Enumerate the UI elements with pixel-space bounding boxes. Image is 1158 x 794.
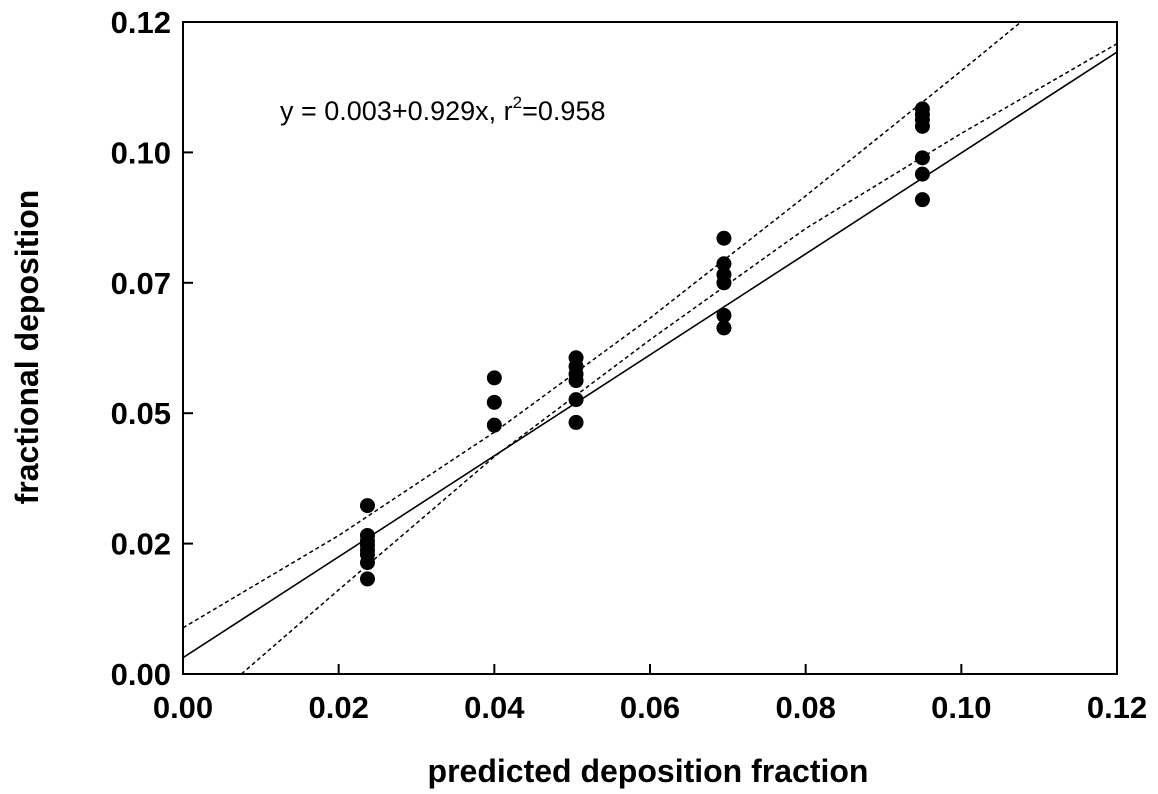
- y-axis-ticks: 0.00 0.02 0.05 0.07 0.10 0.12: [111, 5, 193, 692]
- y-tick-label: 0.10: [111, 135, 171, 170]
- x-tick-label: 0.12: [1087, 690, 1147, 725]
- y-tick-label: 0.05: [111, 396, 171, 431]
- data-point: [716, 256, 732, 272]
- equation-text: y = 0.003+0.929x, r: [280, 96, 513, 126]
- data-point: [914, 150, 930, 166]
- data-points: [359, 101, 930, 587]
- data-point: [716, 275, 732, 291]
- upper-confidence-line: [183, 22, 1023, 629]
- data-point: [359, 571, 375, 587]
- data-point: [359, 555, 375, 571]
- y-tick-label: 0.07: [111, 266, 171, 301]
- data-point: [568, 392, 584, 408]
- data-point: [568, 373, 584, 389]
- x-tick-label: 0.02: [308, 690, 368, 725]
- regression-equation: y = 0.003+0.929x, r2=0.958: [280, 93, 605, 126]
- regression-lines: [183, 22, 1117, 674]
- x-tick-label: 0.04: [464, 690, 525, 725]
- x-tick-label: 0.06: [620, 690, 680, 725]
- data-point: [716, 307, 732, 323]
- lower-confidence-line: [240, 43, 1117, 674]
- data-point: [716, 230, 732, 246]
- data-point: [359, 498, 375, 514]
- y-tick-label: 0.02: [111, 527, 171, 562]
- x-axis-title: predicted deposition fraction: [428, 753, 869, 789]
- data-point: [914, 118, 930, 134]
- fit-line: [183, 51, 1117, 659]
- x-tick-label: 0.00: [153, 690, 213, 725]
- x-axis-ticks: 0.00 0.02 0.04 0.06 0.08 0.10 0.12: [153, 664, 1147, 725]
- equation-superscript: 2: [513, 93, 522, 112]
- y-tick-label: 0.00: [111, 657, 171, 692]
- x-tick-label: 0.10: [931, 690, 991, 725]
- data-point: [486, 394, 502, 410]
- x-tick-label: 0.08: [775, 690, 835, 725]
- y-axis-title: fractional deposition: [9, 190, 45, 505]
- data-point: [716, 320, 732, 336]
- data-point: [914, 166, 930, 182]
- data-point: [486, 370, 502, 386]
- data-point: [914, 192, 930, 208]
- equation-suffix: =0.958: [522, 96, 605, 126]
- y-tick-label: 0.12: [111, 5, 171, 40]
- data-point: [486, 417, 502, 433]
- data-point: [568, 414, 584, 430]
